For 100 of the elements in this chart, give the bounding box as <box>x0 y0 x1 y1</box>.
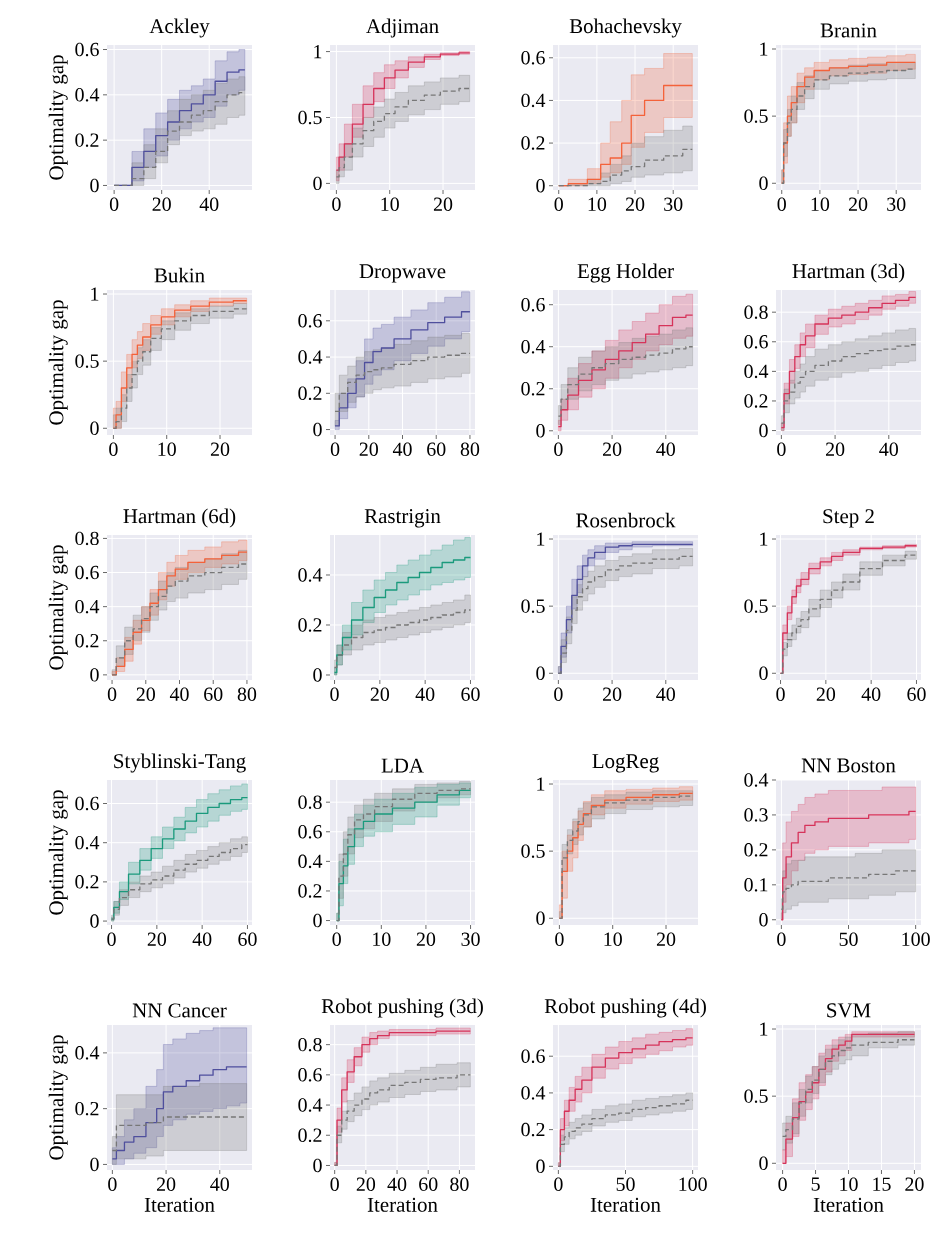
y-tick-label: 0 <box>759 176 768 190</box>
x-axis-title: Iteration <box>367 1197 438 1212</box>
x-tick-label: 40 <box>656 442 675 456</box>
x-tick-label: 0 <box>777 197 786 211</box>
y-tick-label: 0 <box>313 913 322 928</box>
y-tick-label: 0.4 <box>298 854 323 869</box>
x-tick-label: 0 <box>777 442 786 456</box>
y-axis-title: Optimality gap <box>48 1035 68 1160</box>
x-tick-label: 0 <box>554 1177 563 1191</box>
chart-title: Robot pushing (4d) <box>544 998 706 1018</box>
y-tick-label: 0 <box>536 179 545 193</box>
y-tick-label: 0.8 <box>298 1037 322 1052</box>
y-tick-label: 1 <box>314 45 322 59</box>
y-tick-label: 0.4 <box>298 1098 323 1112</box>
y-tick-label: 0.8 <box>75 531 99 546</box>
y-tick-label: 0.2 <box>744 843 768 857</box>
x-tick-label: 0 <box>332 932 341 946</box>
x-tick-label: 20 <box>416 932 436 946</box>
y-tick-label: 0.4 <box>521 1086 546 1100</box>
y-tick-label: 0.6 <box>75 565 99 580</box>
y-tick-label: 0.2 <box>75 875 99 889</box>
y-tick-label: 0 <box>90 914 99 928</box>
x-tick-label: 50 <box>839 932 858 946</box>
x-tick-label: 20 <box>656 932 676 946</box>
x-tick-label: 60 <box>204 687 223 701</box>
x-tick-label: 0 <box>107 932 116 946</box>
x-tick-label: 0 <box>107 687 117 701</box>
chart-title: LogReg <box>592 754 659 773</box>
y-tick-label: 0.2 <box>521 381 545 396</box>
y-tick-label: 0.4 <box>75 835 100 850</box>
x-tick-label: 40 <box>415 687 435 701</box>
y-tick-label: 0.2 <box>521 1122 545 1137</box>
chart-title: NN Boston <box>801 758 896 773</box>
x-tick-label: 40 <box>210 1177 229 1191</box>
y-tick-label: 0.4 <box>744 364 769 379</box>
x-tick-label: 20 <box>370 687 390 701</box>
x-tick-label: 100 <box>902 932 930 946</box>
y-tick-label: 0.8 <box>298 795 322 809</box>
chart-title: Branin <box>820 23 877 38</box>
y-tick-label: 0.2 <box>298 618 322 632</box>
y-tick-label: 0.6 <box>298 1068 322 1082</box>
x-tick-label: 40 <box>861 687 881 701</box>
y-tick-label: 0 <box>313 176 322 191</box>
y-tick-label: 0.1 <box>744 878 768 892</box>
y-tick-label: 0 <box>759 1156 768 1170</box>
x-tick-label: 20 <box>433 197 453 211</box>
chart-title: Ackley <box>149 18 210 38</box>
y-axis-title: Optimality gap <box>48 545 68 670</box>
x-tick-label: 40 <box>199 197 219 211</box>
y-tick-label: 0 <box>536 666 545 680</box>
x-tick-label: 80 <box>237 687 257 701</box>
y-tick-label: 1 <box>760 42 768 56</box>
y-tick-label: 1 <box>91 287 99 301</box>
y-tick-label: 1 <box>537 777 545 791</box>
y-tick-label: 0.6 <box>298 314 322 328</box>
chart-title: Dropwave <box>359 264 446 283</box>
x-tick-label: 0 <box>555 932 564 946</box>
x-tick-label: 20 <box>147 932 167 946</box>
x-tick-label: 0 <box>108 1177 117 1191</box>
x-tick-label: 20 <box>825 442 845 456</box>
x-tick-label: 40 <box>387 1177 407 1191</box>
y-tick-label: 0.5 <box>521 844 545 858</box>
x-tick-label: 10 <box>840 1177 858 1191</box>
y-tick-label: 0.5 <box>744 109 768 123</box>
x-axis-title: Iteration <box>144 1197 215 1212</box>
y-tick-label: 0.4 <box>75 1046 100 1060</box>
x-tick-label: 20 <box>156 1177 176 1191</box>
x-tick-label: 40 <box>192 932 212 946</box>
y-tick-label: 0.6 <box>298 825 322 839</box>
x-tick-label: 60 <box>461 687 480 701</box>
chart-title: Rosenbrock <box>576 512 676 528</box>
x-tick-label: 5 <box>811 1177 820 1191</box>
chart-title: Hartman (3d) <box>792 263 905 283</box>
y-tick-label: 0.2 <box>298 386 322 401</box>
y-tick-label: 0.6 <box>521 297 545 312</box>
y-tick-label: 0.5 <box>75 354 99 368</box>
x-tick-label: 0 <box>330 1177 339 1191</box>
y-tick-label: 0.2 <box>298 1128 322 1143</box>
x-axis-title: Iteration <box>590 1197 661 1212</box>
x-tick-label: 20 <box>848 197 868 211</box>
chart-title: NN Cancer <box>132 1003 227 1018</box>
y-tick-label: 0.2 <box>75 1101 99 1116</box>
x-tick-label: 60 <box>238 932 257 946</box>
x-tick-label: 10 <box>811 197 830 211</box>
y-tick-label: 0.4 <box>744 773 769 787</box>
chart-title: Robot pushing (3d) <box>321 998 483 1018</box>
x-tick-label: 60 <box>419 1177 438 1191</box>
chart-title: Styblinski-Tang <box>114 753 246 773</box>
x-tick-label: 60 <box>907 687 926 701</box>
y-tick-label: 0.4 <box>75 599 100 614</box>
x-tick-label: 0 <box>330 687 339 701</box>
x-tick-label: 80 <box>450 1177 469 1191</box>
x-tick-label: 20 <box>152 197 171 211</box>
y-tick-label: 0 <box>90 668 99 682</box>
x-tick-label: 0 <box>554 687 563 701</box>
x-tick-label: 10 <box>381 197 399 211</box>
y-tick-label: 0.4 <box>75 88 100 102</box>
y-tick-label: 0.6 <box>744 335 768 349</box>
x-tick-label: 10 <box>373 932 391 946</box>
chart-title: Adjiman <box>366 18 439 38</box>
